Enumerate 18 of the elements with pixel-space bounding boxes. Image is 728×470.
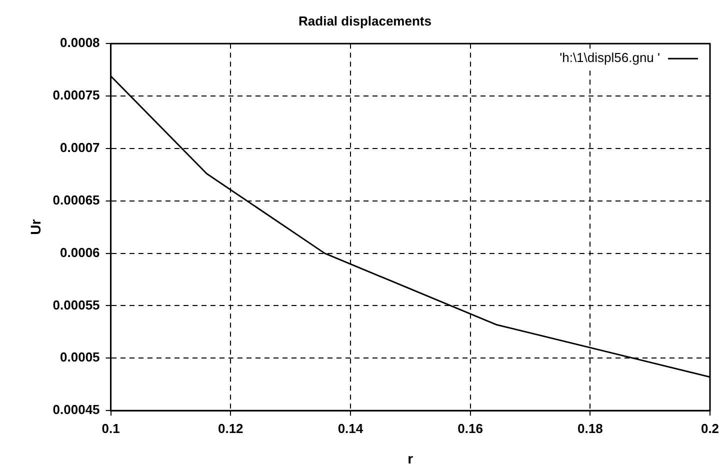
x-tick-label: 0.12 [218, 420, 244, 436]
y-tick-label: 0.0005 [60, 350, 100, 365]
x-tick-label: 0.18 [578, 420, 603, 436]
y-tick-label: 0.0006 [60, 244, 100, 260]
legend-label: 'h:\1\displ56.gnu ' [560, 50, 660, 66]
x-tick-label: 0.2 [700, 420, 720, 436]
chart-title: Radial displacements [298, 13, 432, 28]
y-tick-label: 0.0008 [60, 35, 100, 50]
y-tick-label: 0.0007 [60, 140, 100, 156]
y-tick-label: 0.00065 [52, 192, 100, 208]
y-tick-label: 0.00045 [52, 402, 100, 418]
x-tick-label: 0.14 [338, 420, 364, 436]
x-tick-label: 0.1 [102, 420, 120, 436]
x-axis-title: r [408, 450, 414, 466]
x-tick-label: 0.16 [458, 420, 483, 436]
y-axis-title: Ur [27, 218, 44, 235]
y-tick-label: 0.00075 [52, 88, 100, 103]
y-tick-label: 0.00055 [52, 297, 100, 312]
